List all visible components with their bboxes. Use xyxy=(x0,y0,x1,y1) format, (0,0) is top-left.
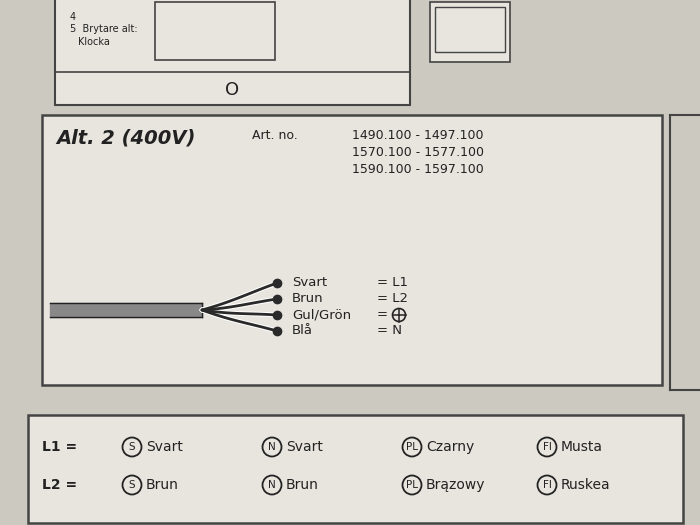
Text: Blå: Blå xyxy=(292,324,313,338)
Text: L1 =: L1 = xyxy=(42,440,77,454)
FancyBboxPatch shape xyxy=(28,415,683,523)
Text: Alt. 2 (400V): Alt. 2 (400V) xyxy=(56,129,195,148)
Text: S: S xyxy=(129,442,135,452)
Text: Brun: Brun xyxy=(292,292,323,306)
Text: 5  Brytare alt:: 5 Brytare alt: xyxy=(70,24,138,34)
Text: 1490.100 - 1497.100: 1490.100 - 1497.100 xyxy=(352,129,484,142)
FancyBboxPatch shape xyxy=(55,0,410,105)
Text: Brązowy: Brązowy xyxy=(426,478,486,492)
Text: PL: PL xyxy=(406,442,418,452)
Text: = L2: = L2 xyxy=(377,292,408,306)
FancyBboxPatch shape xyxy=(430,2,510,62)
Text: Klocka: Klocka xyxy=(78,37,110,47)
Text: N: N xyxy=(268,442,276,452)
Text: Art. no.: Art. no. xyxy=(252,129,298,142)
Text: L2 =: L2 = xyxy=(42,478,77,492)
Text: = N: = N xyxy=(377,324,402,338)
Text: Czarny: Czarny xyxy=(426,440,475,454)
Text: Gul/Grön: Gul/Grön xyxy=(292,309,351,321)
Text: 1570.100 - 1577.100: 1570.100 - 1577.100 xyxy=(352,146,484,159)
Text: Svart: Svart xyxy=(286,440,323,454)
Text: 4: 4 xyxy=(70,12,76,22)
Text: =: = xyxy=(377,309,392,321)
Text: FI: FI xyxy=(542,480,552,490)
Text: PL: PL xyxy=(406,480,418,490)
Text: Brun: Brun xyxy=(146,478,179,492)
Text: O: O xyxy=(225,81,239,99)
Text: FI: FI xyxy=(542,442,552,452)
Text: Svart: Svart xyxy=(146,440,183,454)
Text: = L1: = L1 xyxy=(377,277,408,289)
FancyBboxPatch shape xyxy=(155,2,275,60)
FancyBboxPatch shape xyxy=(435,7,505,52)
FancyBboxPatch shape xyxy=(42,115,662,385)
Text: S: S xyxy=(129,480,135,490)
Text: Svart: Svart xyxy=(292,277,327,289)
Text: 1590.100 - 1597.100: 1590.100 - 1597.100 xyxy=(352,163,484,176)
Text: Ruskea: Ruskea xyxy=(561,478,610,492)
Text: Musta: Musta xyxy=(561,440,603,454)
Text: Brun: Brun xyxy=(286,478,319,492)
Text: N: N xyxy=(268,480,276,490)
